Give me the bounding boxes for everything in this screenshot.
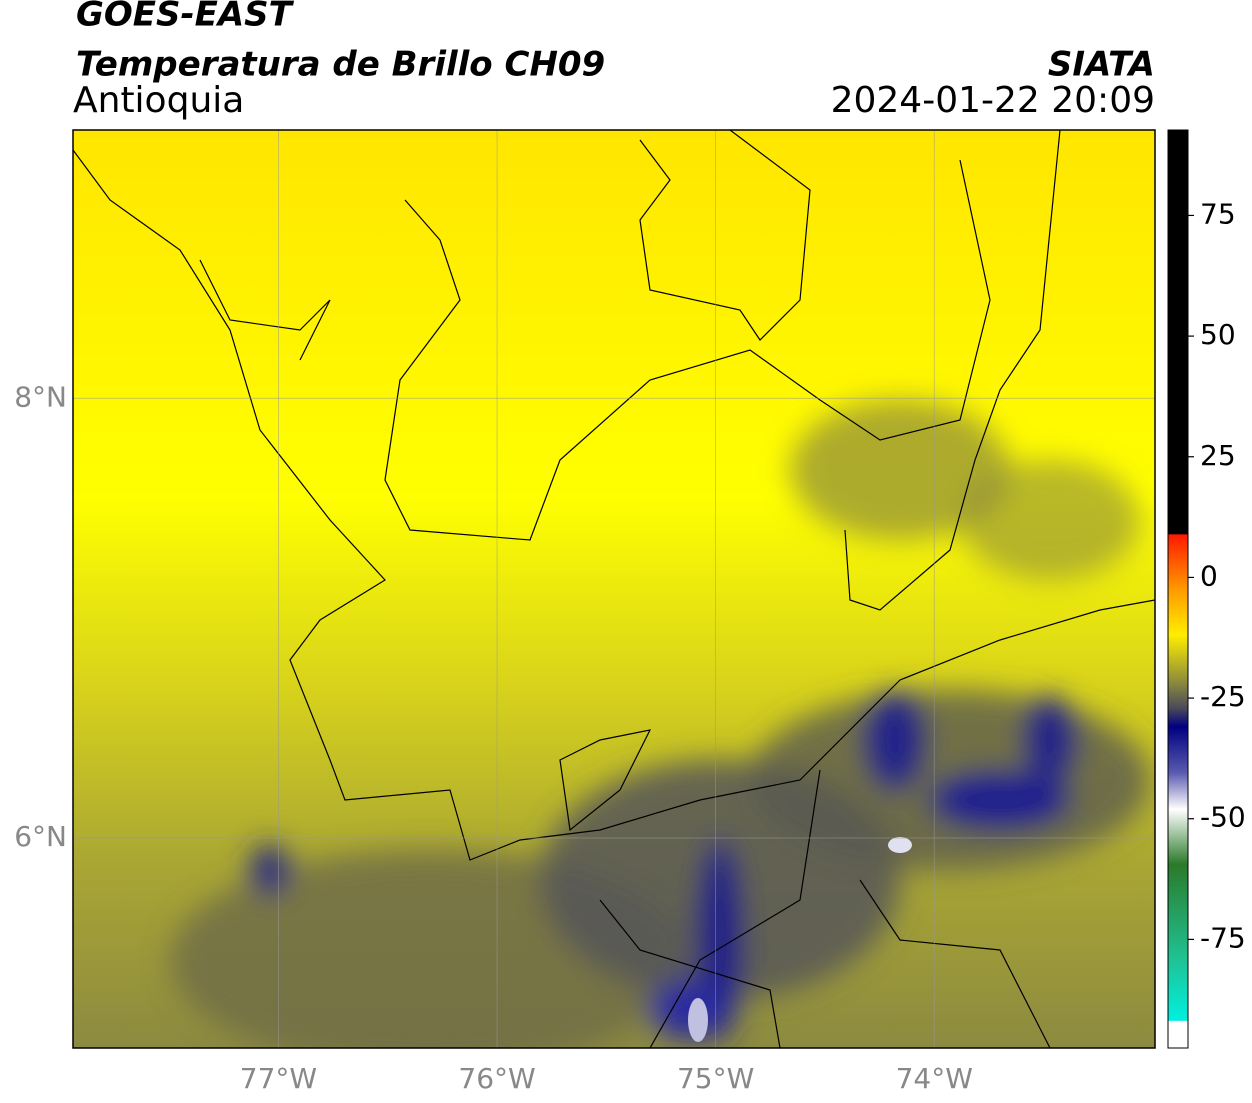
cloud-features — [170, 400, 1150, 1048]
y-tick-label: 6°N — [14, 820, 67, 853]
colorbar-tick-label: -50 — [1200, 801, 1246, 834]
colorbar-tick-label: 75 — [1200, 197, 1236, 230]
colorbar-tick-label: 50 — [1200, 318, 1236, 351]
region: Antioquia — [73, 80, 244, 121]
colorbar — [1167, 129, 1189, 1049]
product: Temperatura de Brillo CH09 — [76, 45, 605, 85]
y-tick-label: 8°N — [14, 380, 67, 413]
map-frame — [72, 129, 1156, 1049]
boundaries — [73, 130, 1155, 1048]
graticule — [73, 130, 1155, 1048]
x-tick-label: 76°W — [458, 1062, 535, 1095]
cold-core — [888, 837, 912, 853]
colorbar-tick-label: 25 — [1200, 439, 1236, 472]
satellite: GOES-EAST — [76, 0, 295, 35]
colorbar-tick-label: 0 — [1200, 559, 1218, 592]
datetime: 2024-01-22 20:09 — [831, 80, 1155, 121]
cold-core — [688, 998, 708, 1042]
x-tick-label: 77°W — [240, 1062, 317, 1095]
colorbar-tick-label: -75 — [1200, 921, 1246, 954]
colorbar-tick-label: -25 — [1200, 680, 1246, 713]
map-field — [73, 130, 1155, 1048]
x-tick-label: 74°W — [896, 1062, 973, 1095]
x-tick-label: 75°W — [677, 1062, 754, 1095]
organization: SIATA — [1048, 45, 1155, 85]
